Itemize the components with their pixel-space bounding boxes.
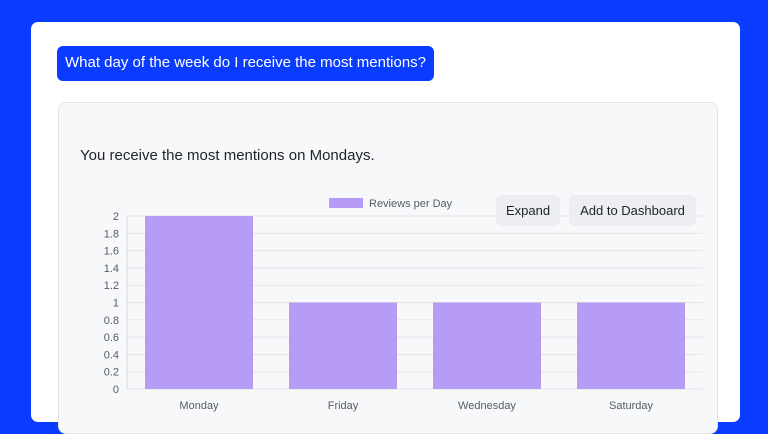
y-tick-label: 1.8 [104,228,119,240]
x-tick-label: Saturday [609,400,654,412]
add-to-dashboard-button[interactable]: Add to Dashboard [569,195,696,226]
chart-legend: Reviews per Day [329,198,453,210]
y-tick-label: 1.4 [104,263,119,275]
y-tick-label: 0.6 [104,332,119,344]
bar-friday [289,302,397,389]
y-tick-label: 0 [113,384,119,396]
y-tick-label: 1.2 [104,280,119,292]
chart-bars [145,216,685,389]
x-tick-label: Wednesday [458,400,516,412]
expand-button[interactable]: Expand [496,195,560,226]
answer-text: You receive the most mentions on Mondays… [80,147,375,164]
answer-panel: You receive the most mentions on Mondays… [58,102,718,434]
y-tick-label: 0.8 [104,315,119,327]
bar-monday [145,216,253,389]
legend-label: Reviews per Day [369,198,453,210]
y-tick-label: 1.6 [104,246,119,258]
bar-saturday [577,302,685,389]
y-tick-label: 0.2 [104,367,119,379]
x-tick-label: Friday [328,400,359,412]
y-tick-label: 0.4 [104,349,119,361]
x-tick-label: Monday [179,400,219,412]
question-bubble: What day of the week do I receive the mo… [57,46,435,81]
result-card: What day of the week do I receive the mo… [31,22,740,434]
y-tick-label: 1 [113,298,119,310]
y-tick-label: 2 [113,211,119,223]
legend-swatch [329,198,363,208]
bar-wednesday [433,302,541,389]
bar-chart: 0 0.2 0.4 0.6 0.8 1 1.2 1.4 1.6 1.8 2 Monday Friday W… [104,198,703,412]
